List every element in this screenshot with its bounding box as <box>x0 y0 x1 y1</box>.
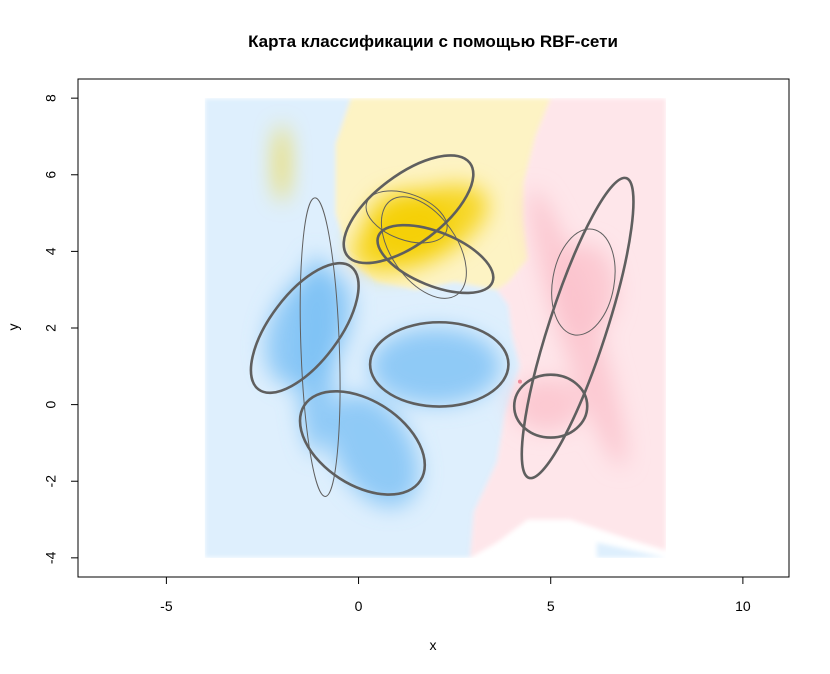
class-core-2 <box>370 328 501 405</box>
class-region-1 <box>204 98 520 558</box>
classification-map <box>204 98 666 558</box>
cluster-ellipse-5 <box>249 261 360 395</box>
x-tick-label: -5 <box>160 598 173 614</box>
x-axis-label: x <box>430 637 437 653</box>
y-tick-label: -4 <box>43 551 59 564</box>
y-tick-label: 2 <box>43 324 59 332</box>
y-tick-label: 6 <box>43 171 59 179</box>
cluster-ellipse-8 <box>299 197 341 497</box>
cluster-ellipse-4 <box>365 190 448 244</box>
cluster-ellipse-10 <box>551 228 616 336</box>
y-tick-label: 0 <box>43 401 59 409</box>
x-tick-label: 5 <box>547 598 555 614</box>
cluster-ellipse-9 <box>520 176 635 480</box>
class-core-7 <box>275 124 288 202</box>
x-axis: -5 0 5 10 <box>160 576 751 614</box>
y-tick-label: -2 <box>43 475 59 488</box>
class-region-4 <box>596 542 666 558</box>
class-core-3 <box>328 394 420 508</box>
y-tick-label: 8 <box>43 94 59 102</box>
cluster-ellipse-11 <box>512 373 589 439</box>
y-tick-label: 4 <box>43 247 59 255</box>
chart-title: Карта классификации с помощью RBF-сети <box>248 32 618 51</box>
class-core-10 <box>529 189 627 467</box>
x-tick-label: 0 <box>355 598 363 614</box>
cluster-ellipse-3 <box>380 196 467 299</box>
data-points <box>517 379 522 384</box>
cluster-ellipse-1 <box>342 154 475 265</box>
data-point-1 <box>517 379 522 384</box>
cluster-ellipse-6 <box>368 320 510 408</box>
x-tick-label: 10 <box>735 598 751 614</box>
y-axis-label: y <box>5 324 21 331</box>
class-core-4 <box>297 255 336 455</box>
cluster-ellipses <box>249 154 635 497</box>
y-axis: -4 -2 0 2 4 6 8 <box>43 94 79 564</box>
